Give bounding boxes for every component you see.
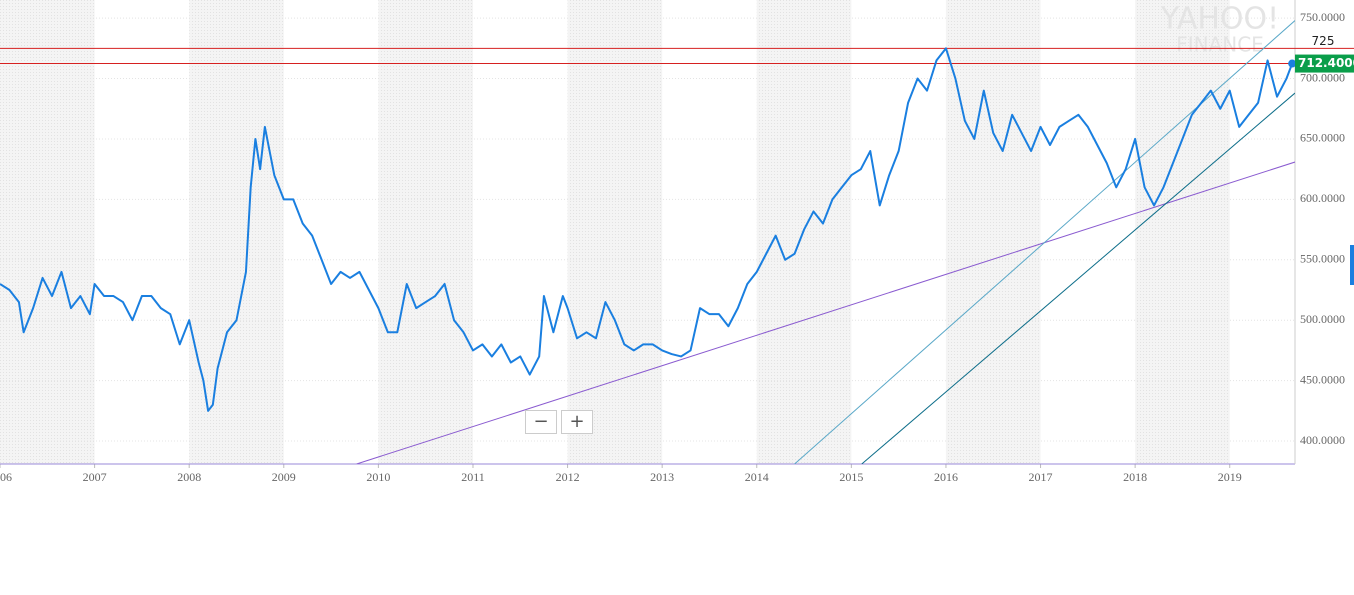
year-band [567, 0, 663, 464]
x-tick-label: 2014 [745, 470, 769, 484]
x-tick-label: 2017 [1029, 470, 1053, 484]
year-band [945, 0, 1041, 464]
x-tick-label: 2007 [83, 470, 107, 484]
trendline [356, 161, 1295, 464]
price-tag-label: 712.4000 [1298, 56, 1354, 70]
y-tick-label: 450.0000 [1300, 372, 1345, 386]
watermark: YAHOO! [1160, 2, 1279, 37]
x-tick-label: 2012 [556, 470, 580, 484]
trendline [794, 20, 1295, 464]
x-tick-label: 2011 [461, 470, 485, 484]
watermark: FINANCE [1176, 33, 1264, 57]
x-tick-label: 2008 [177, 470, 201, 484]
x-tick-label: 2019 [1218, 470, 1242, 484]
x-tick-label: 2016 [934, 470, 958, 484]
price-tag [1295, 54, 1354, 73]
y-tick-label: 650.0000 [1300, 131, 1345, 145]
year-band [189, 0, 284, 464]
year-band [1135, 0, 1230, 464]
x-tick-label: 2018 [1123, 470, 1147, 484]
x-tick-label: 2015 [839, 470, 863, 484]
y-tick-label: 400.0000 [1300, 433, 1345, 447]
side-tab[interactable] [1350, 245, 1354, 285]
trendline [861, 92, 1295, 464]
year-band [0, 0, 95, 464]
y-tick-label: 700.0000 [1300, 70, 1345, 84]
last-point [1288, 59, 1297, 68]
price-line [0, 47, 1294, 412]
y-tick-label: 500.0000 [1300, 312, 1345, 326]
h-line-label: 725 [1312, 34, 1335, 48]
x-tick-label: 2009 [272, 470, 296, 484]
zoom-out[interactable]: − [525, 410, 557, 434]
background-layer: YAHOO!FINANCE [0, 0, 1295, 464]
y-tick-label: 550.0000 [1300, 252, 1345, 266]
x-tick-label: 2013 [650, 470, 674, 484]
year-band [378, 0, 473, 464]
x-tick-label: 2010 [366, 470, 390, 484]
y-tick-label: 600.0000 [1300, 191, 1345, 205]
y-tick-label: 750.0000 [1300, 10, 1345, 24]
x-tick-label: 06 [0, 470, 12, 484]
zoom-in[interactable]: + [561, 410, 593, 434]
foreground-layer: 400.0000 450.0000 500.0000 550.0000 600.0000… [0, 0, 1354, 484]
